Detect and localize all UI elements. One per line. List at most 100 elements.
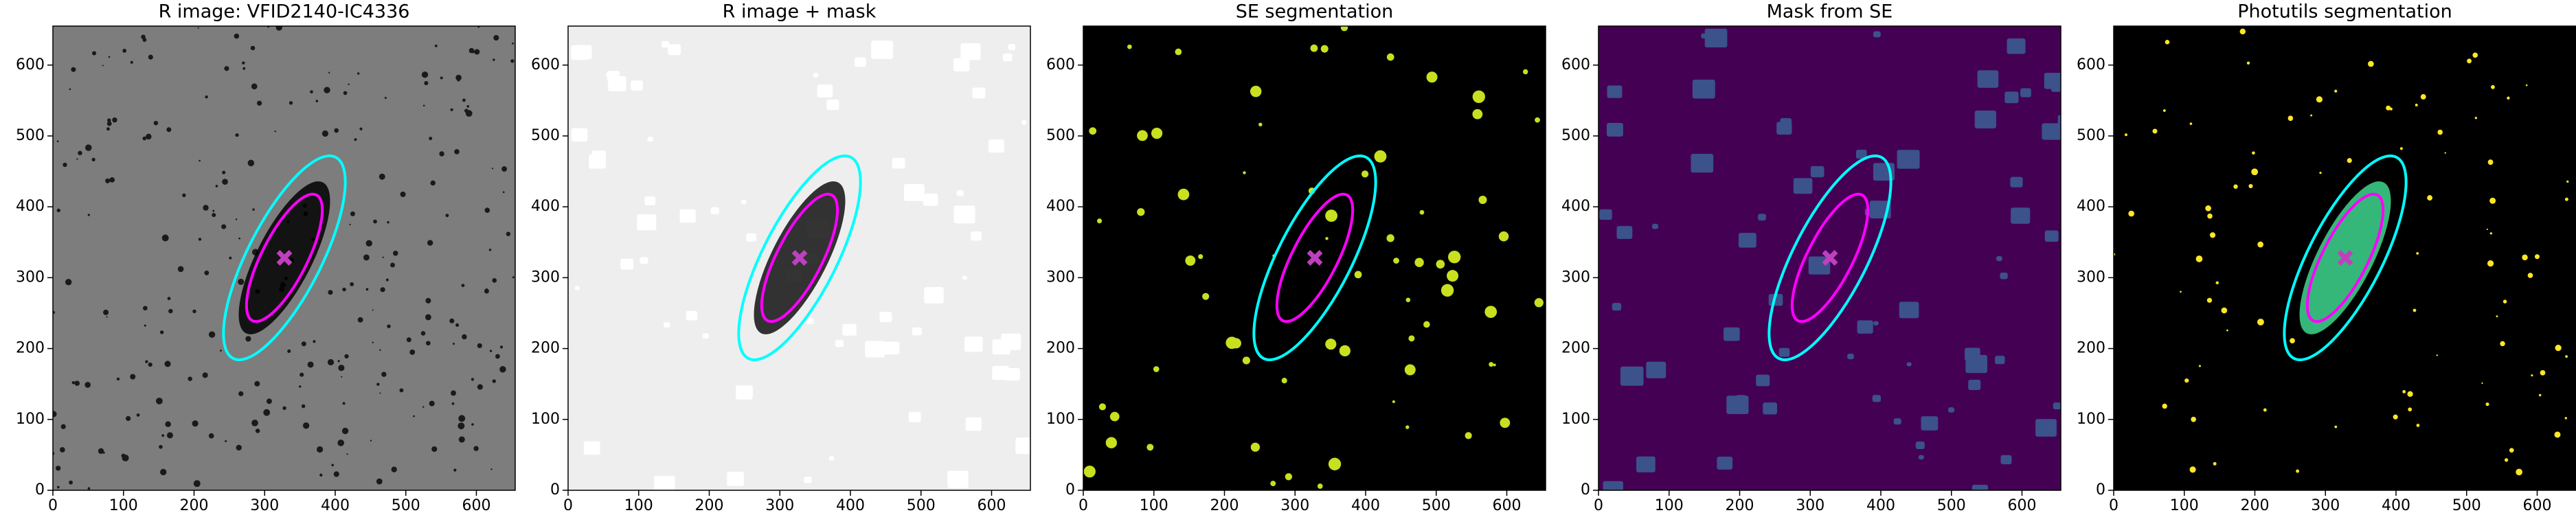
source <box>429 400 435 407</box>
x-tick-label: 200 <box>1210 497 1239 514</box>
mask-patch <box>591 150 606 163</box>
source <box>1083 466 1096 478</box>
source <box>109 177 115 183</box>
source <box>2248 183 2253 189</box>
source <box>365 240 372 247</box>
source <box>238 391 244 397</box>
axes-frame <box>567 25 1031 491</box>
source <box>2239 28 2246 35</box>
panel-title: Photutils segmentation <box>2237 1 2452 23</box>
mask-patch <box>1780 117 1792 128</box>
source <box>2505 458 2509 462</box>
source <box>69 480 73 485</box>
mask-patch <box>835 340 844 347</box>
source <box>2402 390 2406 393</box>
source <box>421 71 429 78</box>
source <box>91 157 95 161</box>
source <box>316 446 324 453</box>
source <box>275 26 282 31</box>
mask-patch <box>1996 255 2002 262</box>
source <box>387 324 391 328</box>
source <box>2481 382 2483 385</box>
source <box>193 480 201 488</box>
source <box>1310 44 1318 52</box>
mask-patch <box>647 137 653 142</box>
source <box>307 361 314 368</box>
source <box>212 209 215 212</box>
source <box>136 413 140 417</box>
source <box>71 67 76 72</box>
mask-patch <box>924 287 944 304</box>
mask-patch <box>668 44 681 56</box>
panel: Photutils segmentation 0 100 200 300 400 500 60… <box>2077 1 2576 514</box>
source <box>2205 205 2211 211</box>
source <box>406 337 411 343</box>
mask-patch <box>741 199 747 205</box>
x-tick-label: 0 <box>1078 497 1088 514</box>
y-tick-label: 500 <box>1561 127 1590 144</box>
source <box>1325 237 1329 240</box>
source <box>1393 258 1399 264</box>
source <box>301 404 306 409</box>
source <box>384 96 387 100</box>
source <box>359 127 363 130</box>
mask-patch <box>1636 456 1656 472</box>
source <box>212 213 216 218</box>
source <box>1405 425 1410 429</box>
mask-patch <box>1612 303 1622 311</box>
source <box>2407 391 2413 397</box>
source <box>1339 345 1351 356</box>
source <box>2502 299 2507 304</box>
source <box>427 240 433 246</box>
source <box>492 277 497 283</box>
source <box>2189 466 2196 473</box>
source <box>2316 96 2323 103</box>
source <box>1478 196 1487 205</box>
source <box>2215 281 2219 285</box>
source <box>2416 252 2419 255</box>
source <box>376 478 383 485</box>
mask-patch <box>710 207 720 215</box>
source <box>2525 84 2528 87</box>
source <box>2485 402 2489 407</box>
source <box>2486 228 2488 231</box>
source <box>224 66 229 71</box>
source <box>1498 231 1509 242</box>
source <box>2522 254 2528 261</box>
source <box>379 392 381 394</box>
y-tick-label: 100 <box>531 411 560 428</box>
source <box>492 379 496 383</box>
mask-patch <box>842 323 857 336</box>
source <box>122 454 129 461</box>
source <box>1137 130 1148 141</box>
source <box>2347 158 2352 163</box>
source <box>1242 356 1250 365</box>
source <box>56 140 59 143</box>
source <box>2416 424 2420 427</box>
x-tick-label: 600 <box>1492 497 1521 514</box>
source <box>1392 400 1395 404</box>
source <box>203 205 209 211</box>
source <box>2263 408 2267 412</box>
source <box>1153 366 1160 372</box>
source <box>1175 48 1182 56</box>
mask-patch <box>960 43 981 60</box>
mask-patch <box>1810 165 1824 178</box>
mask-patch <box>1021 120 1027 125</box>
source <box>350 282 354 286</box>
mask-patch <box>2042 123 2061 140</box>
mask-patch <box>2020 88 2031 98</box>
mask-patch <box>727 472 744 486</box>
image <box>1598 26 2061 490</box>
mask-patch <box>583 441 600 455</box>
y-tick-label: 300 <box>16 268 45 286</box>
source <box>2251 168 2259 176</box>
source <box>199 159 201 162</box>
source <box>2233 184 2238 189</box>
source <box>2408 407 2413 412</box>
source <box>2565 355 2568 358</box>
source <box>60 424 66 429</box>
mask-patch <box>736 385 753 400</box>
mask-patch <box>1717 456 1733 470</box>
source <box>324 87 330 93</box>
